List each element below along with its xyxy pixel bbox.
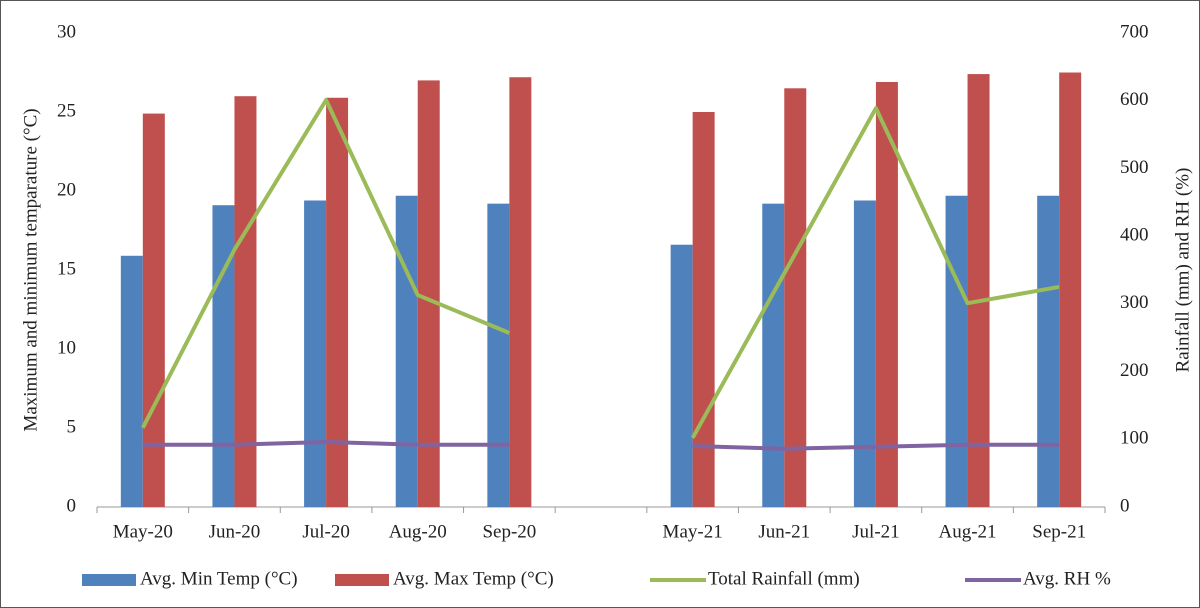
- x-tick-label: Jul-21: [852, 521, 900, 542]
- bar: [304, 200, 327, 508]
- legend-label: Avg. Min Temp (°C): [140, 568, 298, 589]
- bar: [1059, 72, 1082, 507]
- x-tick-label: Sep-21: [1032, 521, 1086, 542]
- bar: [417, 80, 440, 508]
- bar: [945, 195, 968, 508]
- x-tick-label: May-21: [663, 521, 723, 542]
- legend-swatch: [82, 574, 136, 586]
- bar: [487, 203, 510, 507]
- legend-label: Avg. Max Temp (°C): [393, 568, 554, 589]
- bar: [142, 113, 165, 507]
- bar: [784, 88, 807, 508]
- y-tick-label: 25: [57, 100, 76, 121]
- x-tick-label: Sep-20: [482, 521, 536, 542]
- y2-tick-label: 500: [1120, 157, 1149, 178]
- x-tick-label: Jun-21: [758, 521, 810, 542]
- line-series: [142, 439, 1060, 451]
- y-tick-label: 0: [67, 495, 77, 516]
- x-tick-label: Aug-21: [939, 521, 997, 542]
- y2-tick-label: 300: [1120, 292, 1149, 313]
- y2-tick-label: 0: [1120, 495, 1130, 516]
- bar: [326, 97, 349, 507]
- bar: [395, 195, 418, 508]
- y-tick-label: 5: [67, 416, 77, 437]
- x-tick-label: May-20: [113, 521, 173, 542]
- bar: [967, 74, 990, 507]
- bar: [212, 205, 235, 507]
- y2-tick-label: 400: [1120, 225, 1149, 246]
- bar: [762, 203, 785, 507]
- y2-tick-label: 100: [1120, 428, 1149, 449]
- y-axis-title: Maximum and minimum temparature (°C): [20, 108, 41, 431]
- legend-label: Avg. RH %: [1023, 568, 1111, 589]
- line-series: [141, 98, 1060, 439]
- bar: [875, 81, 898, 507]
- y-tick-label: 20: [57, 179, 76, 200]
- legend-label: Total Rainfall (mm): [708, 568, 860, 589]
- bar: [1037, 195, 1060, 508]
- bar: [509, 77, 532, 508]
- x-tick-label: Jun-20: [209, 521, 261, 542]
- y2-tick-label: 700: [1120, 21, 1149, 42]
- y2-tick-label: 200: [1120, 360, 1149, 381]
- y2-axis-title: Rainfall (mm) and RH (%): [1172, 168, 1193, 373]
- y-tick-label: 30: [57, 21, 76, 42]
- y-tick-label: 10: [57, 337, 76, 358]
- x-tick-label: Jul-20: [302, 521, 350, 542]
- y2-tick-label: 600: [1120, 89, 1149, 110]
- bar: [853, 200, 876, 508]
- bar: [670, 244, 693, 507]
- bar: [120, 255, 143, 507]
- x-tick-label: Aug-20: [389, 521, 447, 542]
- legend-swatch: [335, 574, 389, 586]
- y-tick-label: 15: [57, 258, 76, 279]
- bar: [234, 96, 257, 507]
